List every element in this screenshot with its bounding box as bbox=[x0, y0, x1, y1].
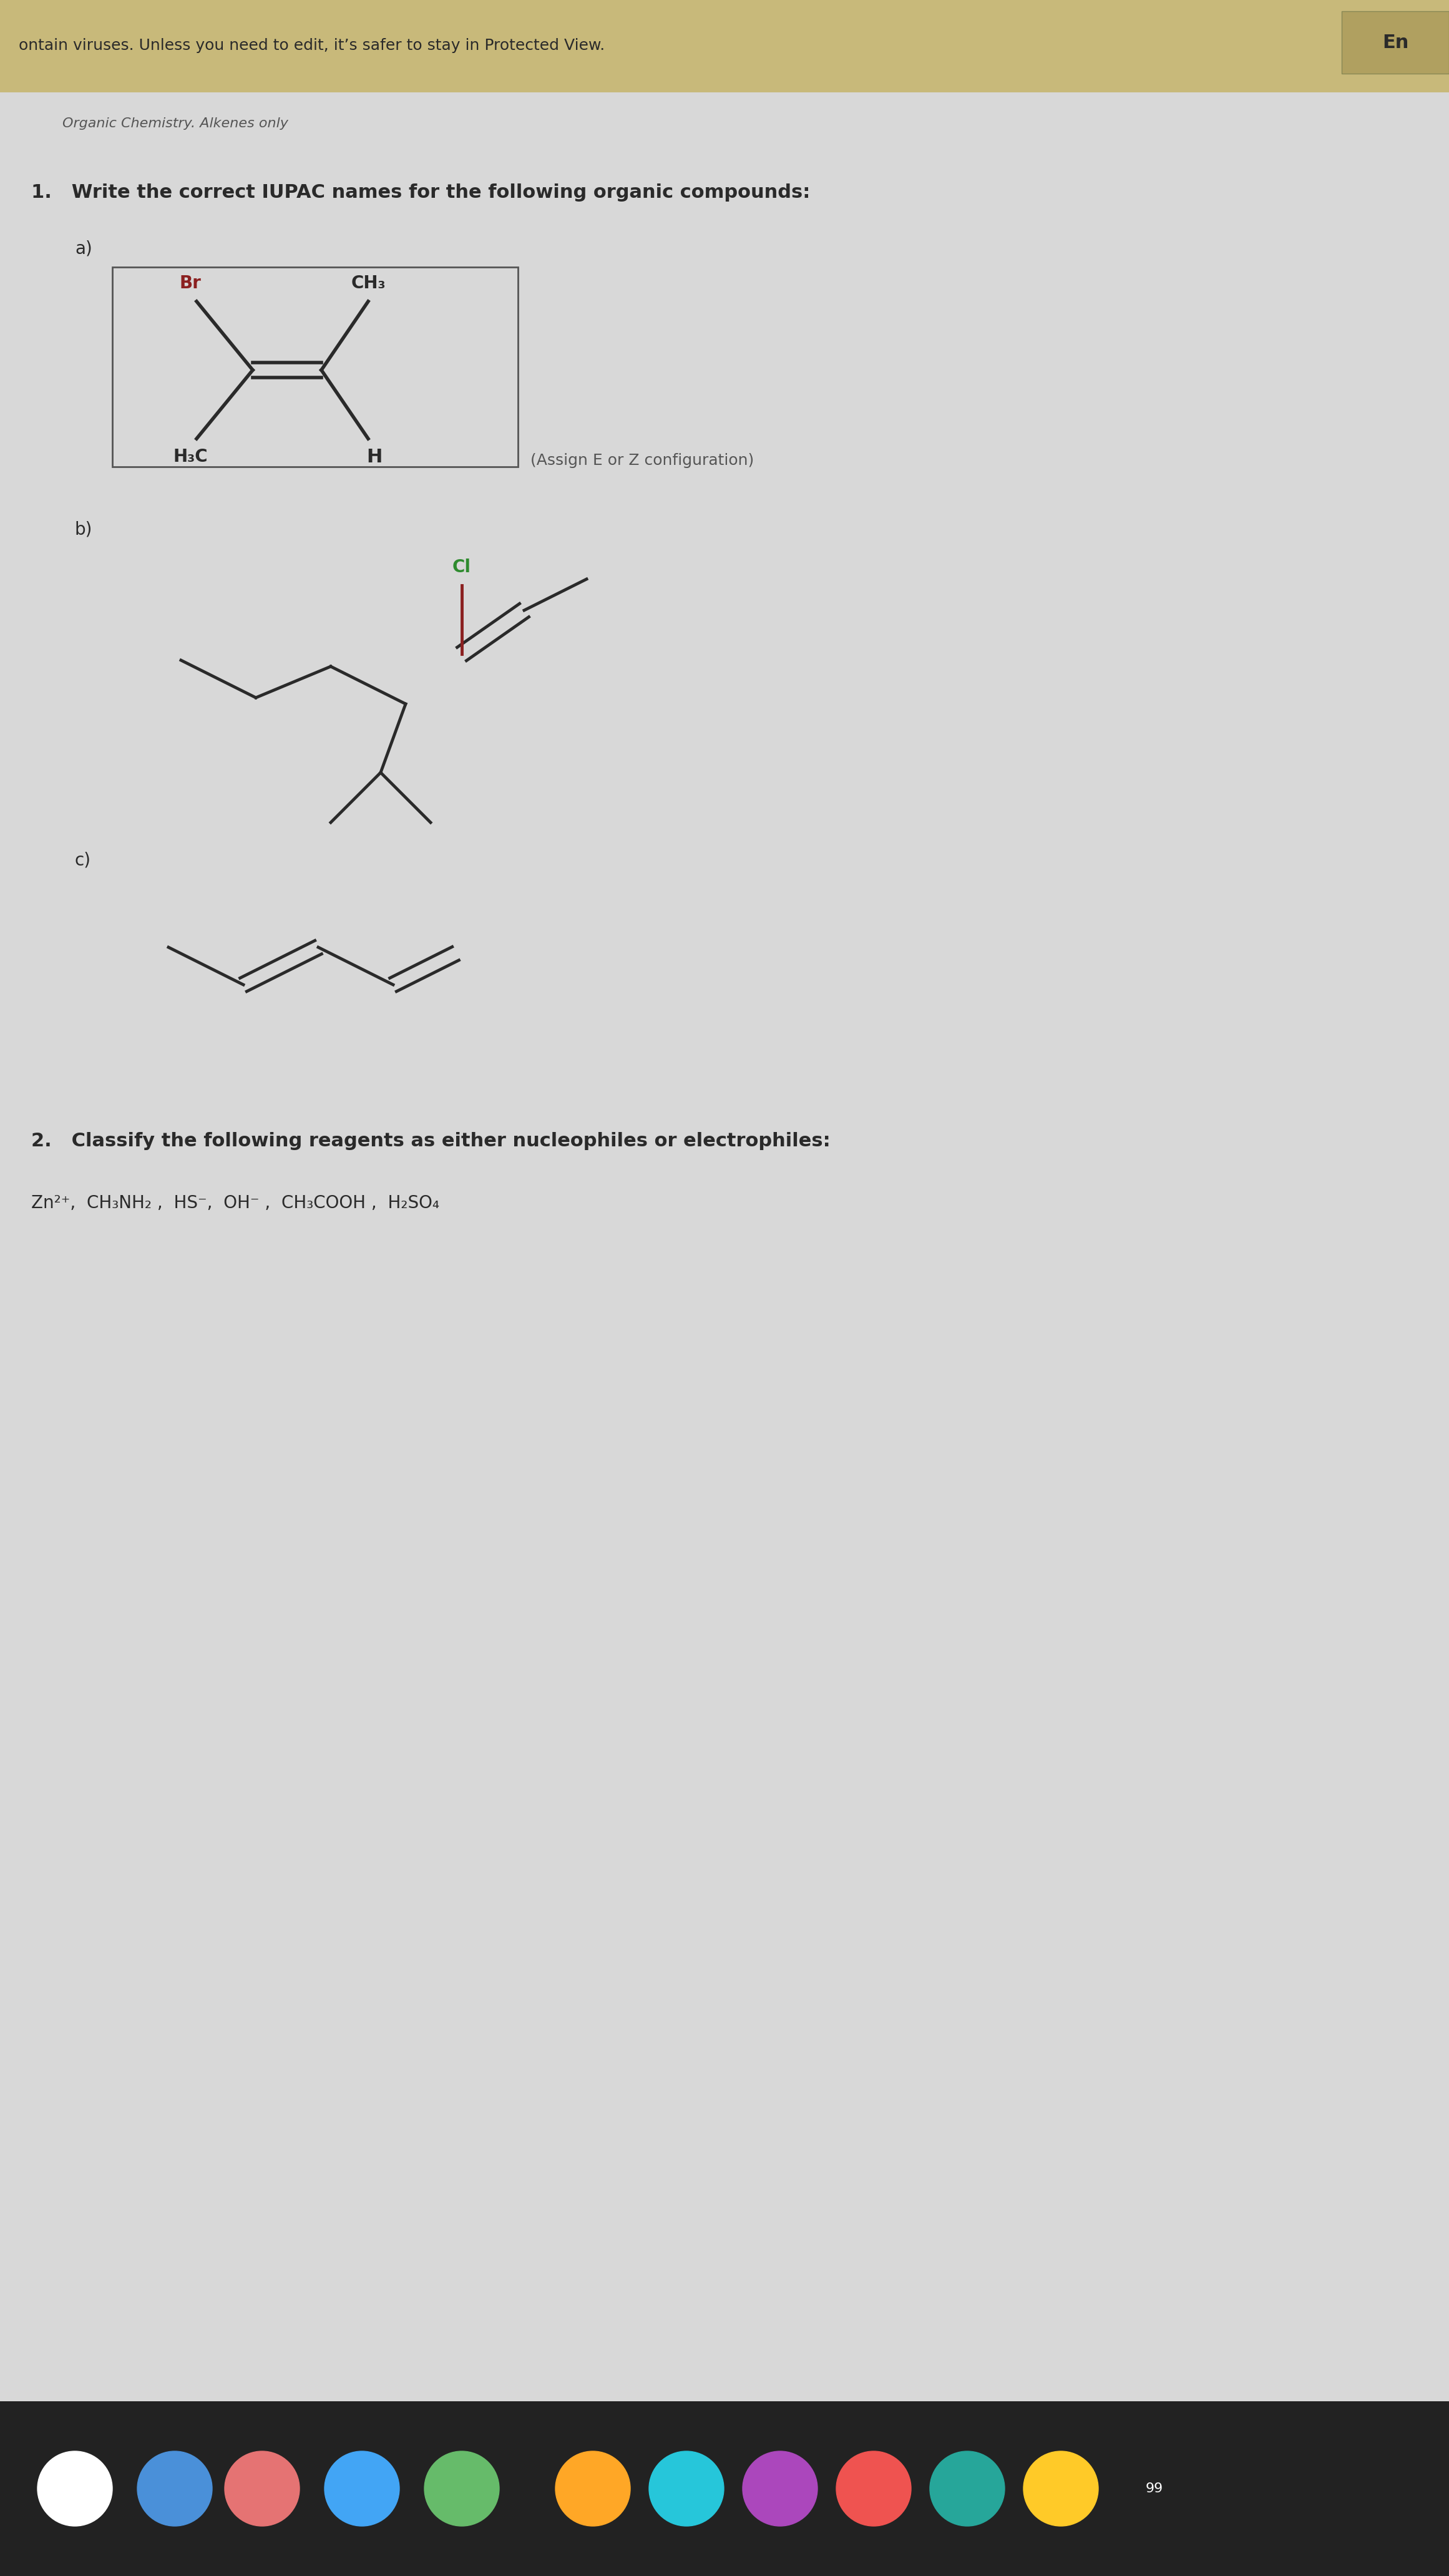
Text: a): a) bbox=[75, 240, 93, 258]
FancyBboxPatch shape bbox=[0, 2401, 1449, 2576]
Circle shape bbox=[836, 2452, 911, 2527]
Text: CH₃: CH₃ bbox=[351, 276, 385, 291]
Text: (Assign E or Z configuration): (Assign E or Z configuration) bbox=[530, 453, 753, 469]
Circle shape bbox=[742, 2452, 817, 2527]
Circle shape bbox=[1023, 2452, 1098, 2527]
Circle shape bbox=[138, 2452, 212, 2527]
FancyBboxPatch shape bbox=[1342, 10, 1449, 75]
Circle shape bbox=[649, 2452, 724, 2527]
FancyBboxPatch shape bbox=[0, 0, 1449, 93]
Circle shape bbox=[225, 2452, 300, 2527]
Text: Br: Br bbox=[180, 276, 201, 291]
Text: ontain viruses. Unless you need to edit, it’s safer to stay in Protected View.: ontain viruses. Unless you need to edit,… bbox=[19, 39, 604, 54]
Circle shape bbox=[325, 2452, 400, 2527]
Text: H₃C: H₃C bbox=[172, 448, 207, 466]
Text: H: H bbox=[367, 448, 383, 466]
Text: c): c) bbox=[75, 850, 91, 868]
FancyBboxPatch shape bbox=[113, 268, 517, 466]
Text: 2.   Classify the following reagents as either nucleophiles or electrophiles:: 2. Classify the following reagents as ei… bbox=[32, 1131, 830, 1149]
Circle shape bbox=[38, 2452, 113, 2527]
Circle shape bbox=[930, 2452, 1004, 2527]
Text: b): b) bbox=[75, 520, 93, 538]
Text: Organic Chemistry. Alkenes only: Organic Chemistry. Alkenes only bbox=[62, 118, 288, 129]
Circle shape bbox=[425, 2452, 500, 2527]
Text: En: En bbox=[1382, 33, 1408, 52]
Text: Cl: Cl bbox=[452, 559, 471, 577]
Text: Zn²⁺,  CH₃NH₂ ,  HS⁻,  OH⁻ ,  CH₃COOH ,  H₂SO₄: Zn²⁺, CH₃NH₂ , HS⁻, OH⁻ , CH₃COOH , H₂SO… bbox=[32, 1195, 439, 1211]
Circle shape bbox=[555, 2452, 630, 2527]
Text: 1.   Write the correct IUPAC names for the following organic compounds:: 1. Write the correct IUPAC names for the… bbox=[32, 183, 810, 201]
Text: 99: 99 bbox=[1146, 2483, 1164, 2496]
